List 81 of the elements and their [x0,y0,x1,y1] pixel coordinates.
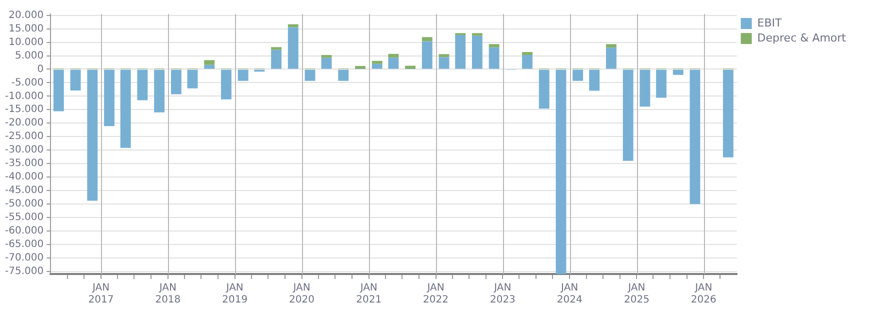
bar [204,60,215,65]
bar [488,47,500,69]
bar [455,35,466,69]
bar [187,70,198,88]
bar [690,70,700,204]
bar [606,44,616,48]
bar [238,70,248,81]
bar [522,54,532,69]
y-tick-label: -70.000 [4,252,44,264]
bar [288,24,298,28]
x-tick-label: JAN 2022 [423,282,449,306]
bar [154,70,165,112]
bar [606,48,616,69]
y-tick-label: -15.000 [4,104,44,116]
bar [120,70,131,148]
legend-label: EBIT [757,16,782,30]
bar [338,70,349,81]
y-tick-label: 15.000 [8,23,44,34]
bar [271,50,282,69]
y-tick-label: -55.000 [4,212,44,224]
y-tick-label: -60.000 [4,225,44,236]
bar [221,70,232,100]
y-tick-label: -40.000 [4,172,44,183]
bar [321,58,332,69]
y-tick-label: -10.000 [4,90,44,102]
bar [388,58,399,69]
x-tick-label: JAN 2020 [289,282,314,306]
bar [472,33,482,36]
bar [438,54,450,58]
y-tick-label: 0 [37,64,44,75]
bar [656,70,666,98]
x-tick-label: JAN 2019 [222,282,248,306]
y-tick-label: -30.000 [4,144,44,156]
bar [622,70,634,161]
y-tick-label: -5.000 [11,77,44,88]
bar [422,37,432,42]
y-tick-label: -50.000 [4,198,44,210]
y-tick-label: -25.000 [4,131,44,142]
bar [572,70,584,81]
bar [472,36,482,69]
y-tick-label: 20.000 [8,10,44,21]
bar [87,70,98,201]
bar [538,70,550,109]
x-tick-label: JAN 2023 [490,282,516,306]
bar [589,70,600,91]
bar [640,70,650,107]
bar [556,70,566,274]
bar [438,57,450,69]
bar [304,70,316,81]
x-tick-label: JAN 2021 [356,282,382,306]
bar [104,70,114,126]
bar [372,60,382,64]
bar [405,66,416,69]
bar [170,70,182,94]
x-tick-label: JAN 2017 [88,282,114,306]
bar [53,70,64,112]
x-tick-label: JAN 2026 [690,282,716,306]
y-tick-label: -65.000 [4,238,44,250]
bar [722,70,734,158]
x-tick-label: JAN 2024 [556,282,582,306]
y-tick-label: -45.000 [4,185,44,196]
bar [522,52,532,55]
bar [372,64,382,69]
bar [70,70,81,91]
bar [488,44,500,48]
x-tick-label: JAN 2025 [624,282,650,306]
bar [388,54,399,58]
x-tick-label: JAN 2018 [155,282,181,306]
bar [422,41,432,69]
y-tick-label: -35.000 [4,158,44,170]
bar [137,70,148,100]
y-tick-label: -20.000 [4,118,44,129]
bar [321,54,332,58]
bar [204,64,215,69]
y-tick-label: 5.000 [14,50,44,62]
y-tick-label: -75.000 [4,266,44,277]
legend-label: Deprec & Amort [757,31,847,44]
bar [288,27,298,69]
bar [672,70,684,75]
y-tick-label: 10.000 [8,36,44,48]
bar [271,47,282,50]
